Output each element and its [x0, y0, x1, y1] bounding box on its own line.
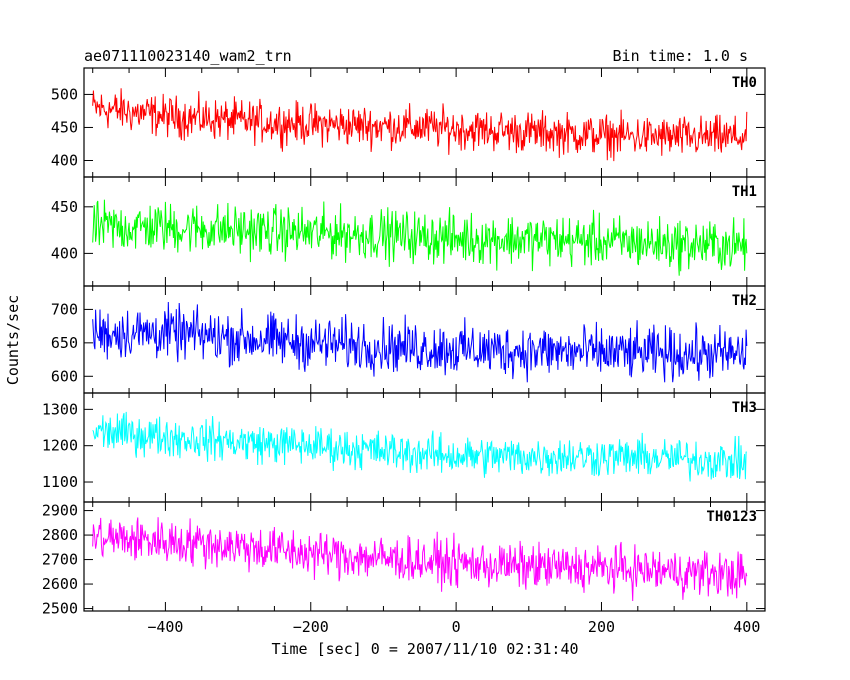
y-axis-label: Counts/sec	[4, 295, 22, 385]
panel-th0: 400 450 500 TH0	[51, 67, 766, 178]
panel-th3: 1100 1200 1300 TH3	[42, 392, 766, 503]
panel-label-th0: TH0	[732, 75, 757, 91]
y-tick-label: 700	[51, 300, 78, 318]
y-tick-label: 500	[51, 85, 78, 103]
y-tick-label: 2700	[42, 551, 78, 569]
panel-frame	[83, 501, 766, 612]
x-tick-label: 0	[452, 618, 461, 636]
series-line-th0123	[92, 517, 748, 602]
x-tick-label: −400	[147, 618, 183, 636]
y-tick-label: 600	[51, 367, 78, 385]
y-tick-label: 650	[51, 334, 78, 352]
bin-time-label: Bin time: 1.0 s	[613, 47, 748, 65]
series-line-th2	[92, 301, 748, 383]
y-tick-label: 2500	[42, 600, 78, 618]
y-tick-label: 400	[51, 151, 78, 169]
y-tick-label: 1300	[42, 400, 78, 418]
y-tick-label: 400	[51, 244, 78, 262]
y-tick-label: 2600	[42, 575, 78, 593]
panel-label-th2: TH2	[732, 293, 757, 309]
x-tick-label: 400	[733, 618, 760, 636]
series-line-th1	[92, 199, 748, 276]
panel-th0123: 2500 2600 2700 2800 2900 TH0123	[42, 501, 766, 618]
series-line-th0	[92, 88, 748, 162]
series-line-th3	[92, 411, 747, 482]
panel-label-th0123: TH0123	[706, 509, 757, 525]
panels-group: 400 450 500 TH0 400 450 TH1 600 650 700 TH2 1100 120…	[42, 67, 766, 636]
chart-title: ae071110023140_wam2_trn	[84, 47, 292, 65]
y-tick-label: 2900	[42, 502, 78, 520]
panel-label-th3: TH3	[732, 400, 757, 416]
y-tick-label: 450	[51, 118, 78, 136]
x-tick-label: −200	[293, 618, 329, 636]
x-tick-label: 200	[588, 618, 615, 636]
y-tick-label: 450	[51, 198, 78, 216]
panel-th1: 400 450 TH1	[51, 176, 766, 287]
y-tick-label: 1100	[42, 473, 78, 491]
y-tick-label: 1200	[42, 437, 78, 455]
x-axis-label: Time [sec] 0 = 2007/11/10 02:31:40	[271, 640, 578, 658]
panel-th2: 600 650 700 TH2	[51, 285, 766, 394]
y-tick-label: 2800	[42, 526, 78, 544]
panel-label-th1: TH1	[732, 184, 757, 200]
